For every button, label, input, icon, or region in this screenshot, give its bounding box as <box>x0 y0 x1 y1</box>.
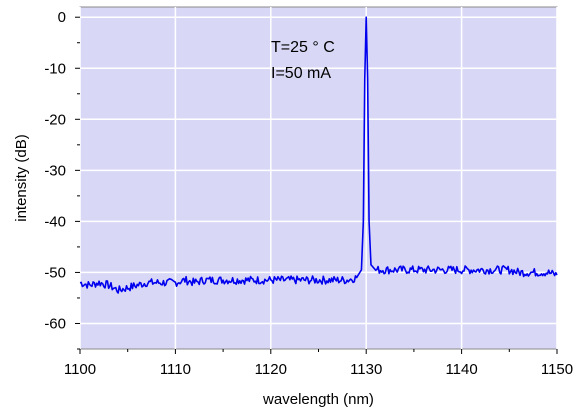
x-tick-label: 1110 <box>160 361 191 378</box>
x-tick-label: 1150 <box>541 361 573 378</box>
series-layer <box>79 16 558 294</box>
annotation-temperature: T=25 ° C <box>271 39 335 56</box>
spectrum-line <box>79 16 558 294</box>
y-tick-label: -40 <box>44 213 66 230</box>
y-tick-label: 0 <box>58 9 66 26</box>
x-tick-label: 1130 <box>350 361 382 378</box>
y-axis-ticks: 0 -10 -20 -30 -40 -50 -60 <box>44 9 80 350</box>
plot-area <box>79 6 558 350</box>
y-axis-label: intensity (dB) <box>13 134 30 222</box>
x-axis-label: wavelength (nm) <box>262 391 374 408</box>
grid <box>79 7 558 349</box>
x-tick-label: 1140 <box>445 361 477 378</box>
x-axis-ticks: 1100 1110 1120 1130 1140 1150 <box>64 349 573 378</box>
x-tick-label: 1100 <box>64 361 96 378</box>
y-tick-label: -50 <box>44 264 66 281</box>
y-tick-label: -60 <box>44 315 66 332</box>
y-tick-label: -30 <box>44 162 66 179</box>
x-tick-label: 1120 <box>255 361 287 378</box>
annotations: T=25 ° C I=50 mA <box>271 39 335 82</box>
y-tick-label: -20 <box>44 111 66 128</box>
annotation-current: I=50 mA <box>271 65 331 82</box>
y-tick-label: -10 <box>44 60 66 77</box>
